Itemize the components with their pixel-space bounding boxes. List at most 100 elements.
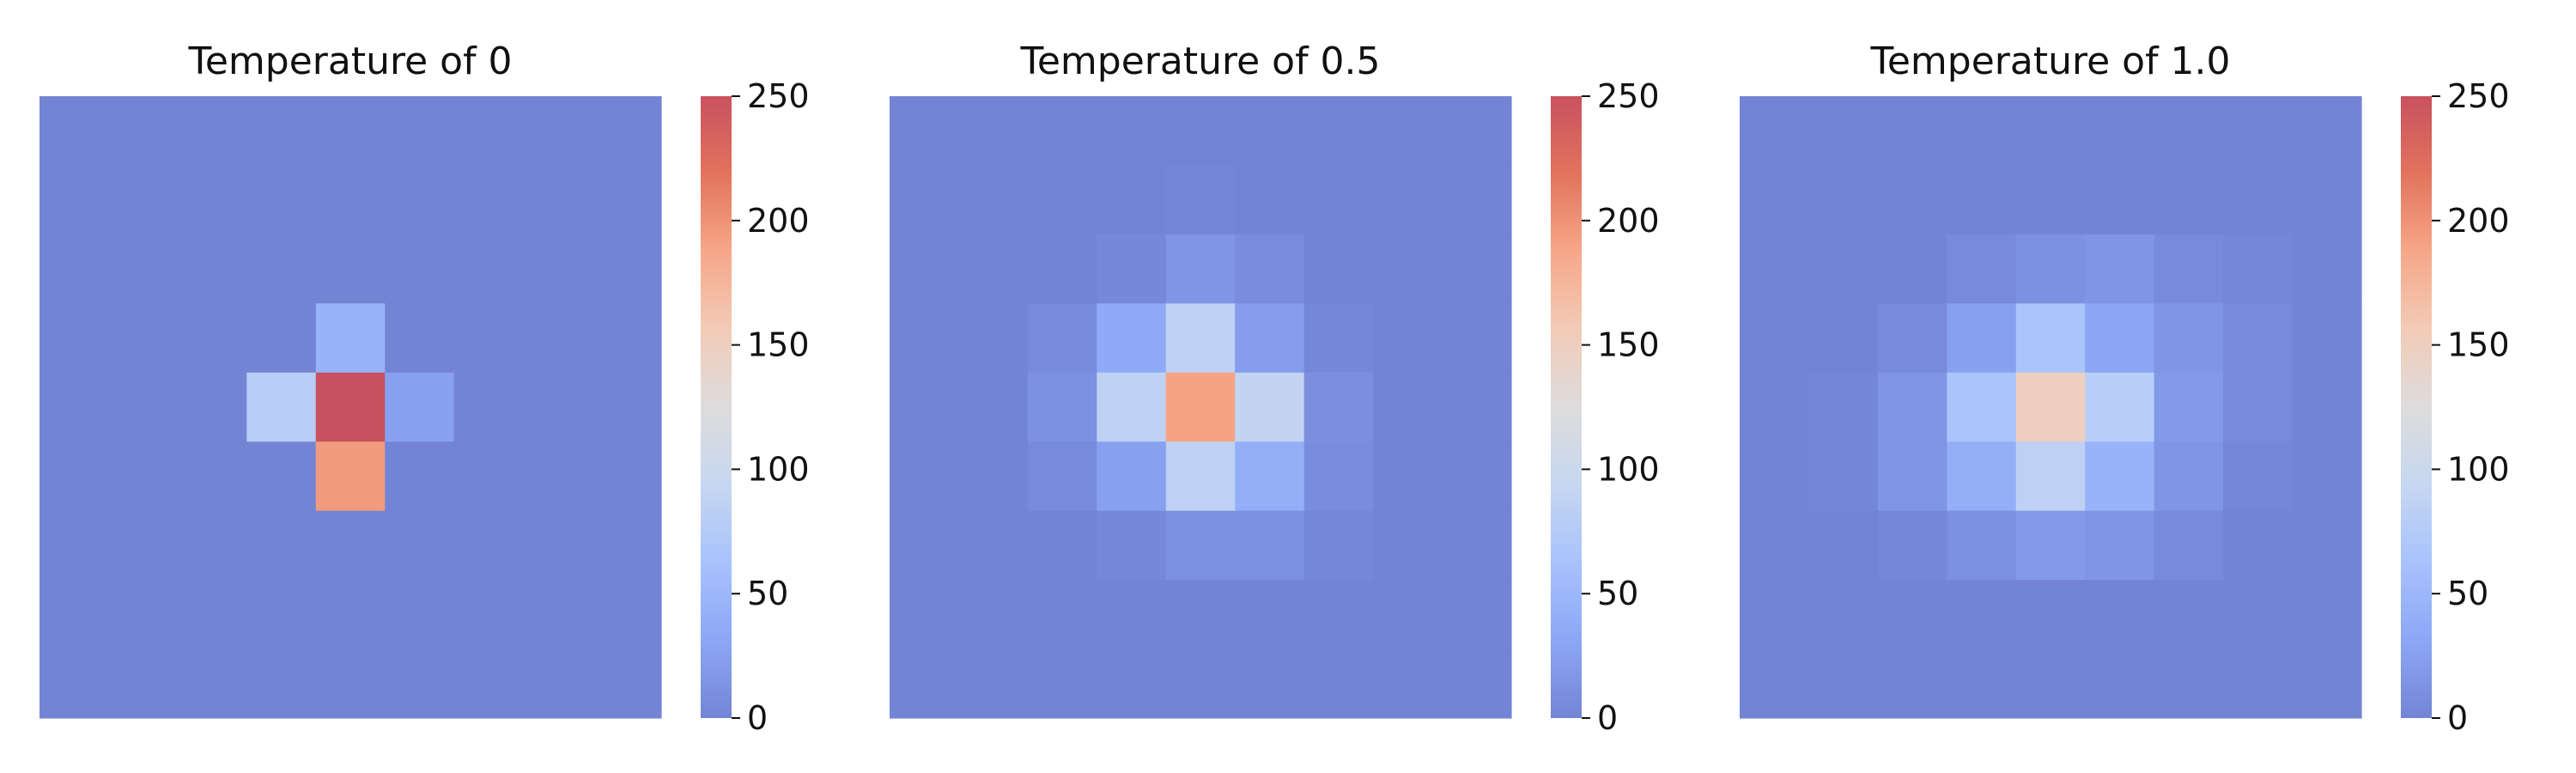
- heatmap-cell: [385, 441, 455, 512]
- heatmap-cell: [453, 234, 524, 304]
- heatmap-cell: [1303, 648, 1374, 719]
- heatmap-cell: [1235, 372, 1305, 442]
- heatmap-cell: [2015, 303, 2086, 374]
- heatmap-cell: [246, 510, 317, 581]
- panel-title: Temperature of 1.0: [1869, 40, 2230, 83]
- heatmap-cell: [2015, 441, 2086, 512]
- heatmap-cell: [1235, 441, 1305, 512]
- heatmap-cell: [2015, 372, 2086, 442]
- colorbar-tick-label: 50: [1597, 575, 1638, 612]
- heatmap-cell: [453, 165, 524, 235]
- heatmap-cell: [2154, 96, 2224, 167]
- heatmap-cell: [523, 165, 593, 235]
- colorbar-tick-label: 250: [2447, 77, 2510, 115]
- heatmap-cell: [1808, 165, 1879, 235]
- heatmap-cell: [246, 441, 317, 512]
- heatmap-cell: [453, 510, 524, 581]
- heatmap-cell: [1373, 580, 1443, 650]
- heatmap-cell: [1947, 580, 2017, 650]
- heatmap-cell: [592, 234, 662, 304]
- heatmap-cell: [890, 165, 960, 235]
- heatmap-cell: [592, 441, 662, 512]
- heatmap-cell: [1097, 96, 1167, 167]
- heatmap-cell: [1740, 96, 1810, 167]
- colorbar-tick-label: 100: [1597, 450, 1660, 488]
- heatmap-cell: [1097, 303, 1167, 374]
- heatmap-cell: [1442, 96, 1512, 167]
- heatmap-cell: [177, 234, 247, 304]
- heatmap-cell: [1877, 648, 1947, 719]
- heatmap-cell: [1740, 372, 1810, 442]
- heatmap-cell: [1442, 234, 1512, 304]
- heatmap-cell: [39, 648, 110, 719]
- heatmap-cell: [1235, 303, 1305, 374]
- colorbar-tick-label: 150: [747, 326, 810, 364]
- heatmap-cell: [958, 510, 1029, 581]
- heatmap-cell: [1235, 510, 1305, 581]
- heatmap-cell: [39, 441, 110, 512]
- heatmap-cell: [1165, 441, 1236, 512]
- heatmap-cell: [1303, 372, 1374, 442]
- heatmap-cell: [1442, 510, 1512, 581]
- heatmap-cell: [1303, 303, 1374, 374]
- heatmap-cell: [1740, 580, 1810, 650]
- heatmap-cell: [2292, 648, 2362, 719]
- heatmap-cell: [2223, 441, 2293, 512]
- heatmap-cell: [2015, 234, 2086, 304]
- heatmap-cell: [1165, 580, 1236, 650]
- heatmap-cell: [108, 234, 179, 304]
- heatmap-cell: [246, 234, 317, 304]
- heatmap-cell: [1877, 303, 1947, 374]
- heatmap-cell: [523, 234, 593, 304]
- heatmap-cell: [1740, 165, 1810, 235]
- heatmap-cell: [2085, 510, 2155, 581]
- heatmap-cell: [246, 580, 317, 650]
- colorbar-tick-label: 200: [747, 202, 810, 240]
- heatmap-cell: [890, 303, 960, 374]
- heatmap-cell: [1947, 96, 2017, 167]
- heatmap-cell: [1165, 303, 1236, 374]
- heatmap-cell: [1442, 648, 1512, 719]
- heatmap-cell: [592, 648, 662, 719]
- heatmap-cell: [177, 510, 247, 581]
- heatmap-cell: [958, 648, 1029, 719]
- heatmap-cell: [1740, 441, 1810, 512]
- heatmap-cell: [39, 510, 110, 581]
- heatmap-cell: [108, 303, 179, 374]
- heatmap-cell: [2085, 234, 2155, 304]
- heatmap-cell: [2154, 234, 2224, 304]
- heatmap-cell: [1235, 96, 1305, 167]
- heatmap-cell: [2154, 303, 2224, 374]
- heatmap-cell: [385, 96, 455, 167]
- colorbar-tick-label: 100: [747, 450, 810, 488]
- heatmap-cell: [1808, 510, 1879, 581]
- heatmap-cell: [246, 303, 317, 374]
- heatmap-cell: [315, 648, 386, 719]
- heatmap-cell: [958, 96, 1029, 167]
- heatmap-cell: [1740, 303, 1810, 374]
- heatmap-cell: [1373, 234, 1443, 304]
- heatmap-cell: [958, 303, 1029, 374]
- heatmap-cell: [2223, 510, 2293, 581]
- heatmap-cell: [1740, 234, 1810, 304]
- heatmap-cell: [1303, 96, 1374, 167]
- heatmap-cell: [2015, 96, 2086, 167]
- heatmap-cell: [592, 510, 662, 581]
- heatmap-cell: [592, 303, 662, 374]
- heatmap-cell: [1947, 441, 2017, 512]
- heatmap-cell: [1165, 234, 1236, 304]
- heatmap-cell: [177, 165, 247, 235]
- colorbar: [701, 96, 732, 718]
- heatmap-cell: [1877, 441, 1947, 512]
- heatmap-cell: [1373, 165, 1443, 235]
- heatmap-cell: [108, 580, 179, 650]
- heatmap-cell: [315, 234, 386, 304]
- heatmap-cell: [2292, 510, 2362, 581]
- heatmap-cell: [2015, 580, 2086, 650]
- heatmap-cell: [2085, 441, 2155, 512]
- heatmap-cell: [1027, 510, 1097, 581]
- colorbar-tick-label: 250: [1597, 77, 1660, 115]
- heatmap-cell: [315, 441, 386, 512]
- heatmap-cell: [1027, 372, 1097, 442]
